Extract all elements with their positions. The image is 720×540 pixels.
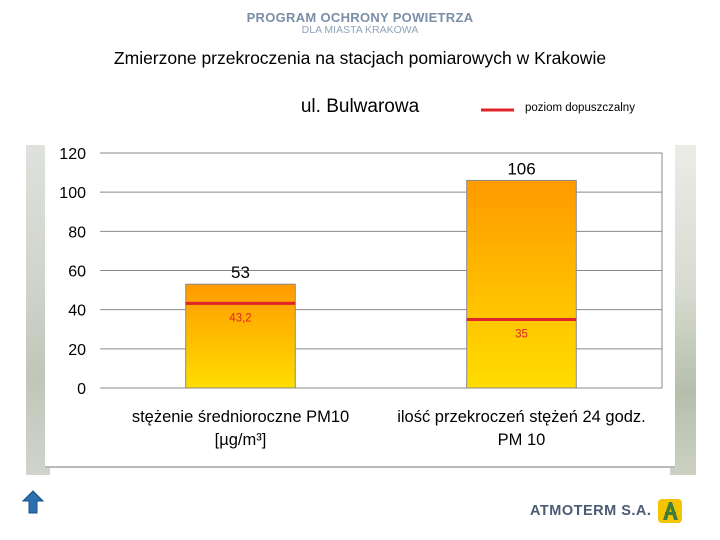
up-arrow-icon [21, 490, 45, 514]
limit-label: 43,2 [229, 312, 251, 324]
x-tick-label: ilość przekroczeń stężeń 24 godz. [397, 408, 646, 426]
bar [466, 179, 577, 389]
data-label: 53 [231, 263, 250, 282]
nav-up-button[interactable] [21, 490, 45, 514]
chart-title: ul. Bulwarowa [301, 96, 420, 117]
x-tick-label: stężenie średnioroczne PM10 [132, 408, 349, 426]
program-title: PROGRAM OCHRONY POWIETRZA [246, 10, 474, 25]
y-tick-label: 100 [59, 185, 86, 202]
logo-text: ATMOTERM S.A. [530, 503, 652, 519]
y-tick-label: 80 [68, 224, 86, 241]
y-tick-label: 40 [68, 303, 86, 320]
data-label: 106 [507, 159, 535, 178]
x-tick-label: PM 10 [498, 431, 546, 449]
bar [185, 283, 296, 389]
bottom-divider [45, 466, 675, 468]
atmoterm-logo: ATMOTERM S.A. [530, 498, 683, 524]
x-tick-label: [µg/m³] [215, 431, 267, 449]
y-tick-label: 120 [59, 146, 86, 163]
slide-title: Zmierzone przekroczenia na stacjach pomi… [113, 48, 607, 68]
y-tick-label: 0 [77, 381, 86, 398]
limit-label: 35 [515, 328, 528, 340]
y-tick-label: 60 [68, 264, 86, 281]
y-tick-label: 20 [68, 342, 86, 359]
program-subtitle: DLA MIASTA KRAKOWA [301, 24, 419, 36]
atmoterm-logo-icon [658, 499, 683, 523]
legend-label: poziom dopuszczalny [525, 102, 635, 114]
